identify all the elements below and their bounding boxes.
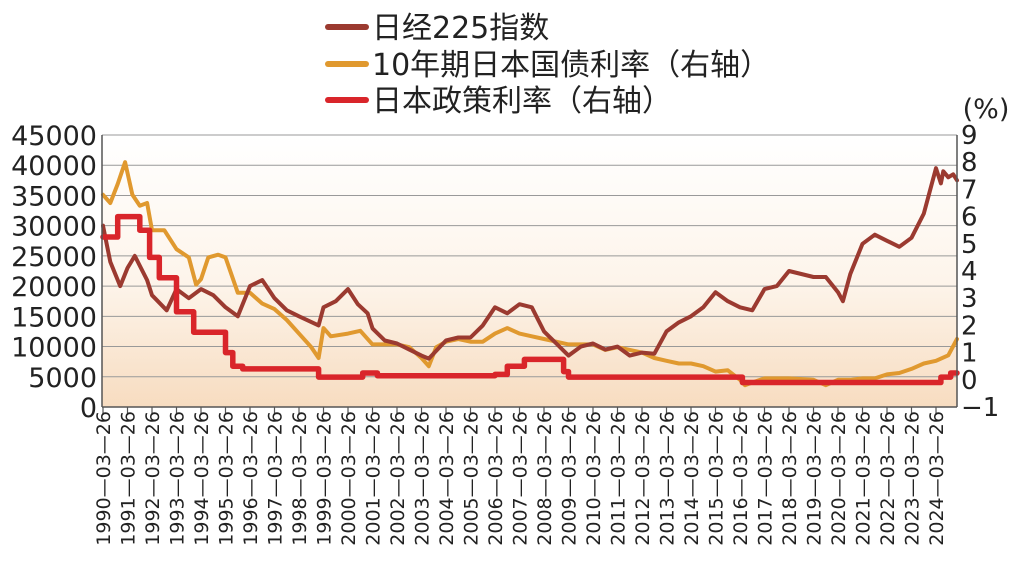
right-tick-label: 1 <box>961 339 978 369</box>
x-tick-label: 2018—03—26 <box>779 411 801 546</box>
x-tick-label: 2005—03—26 <box>461 411 483 546</box>
legend-label-policy-rate: 日本政策利率（右轴） <box>372 84 672 119</box>
x-tick-label: 2002—03—26 <box>387 411 409 546</box>
x-tick-label: 2000—03—26 <box>338 411 360 546</box>
left-tick-label: 30000 <box>11 212 97 243</box>
left-tick-label: 35000 <box>11 181 97 212</box>
x-tick-label: 1999—03—26 <box>314 411 336 546</box>
left-tick-label: 0 <box>80 393 97 424</box>
x-tick-label: 1998—03—26 <box>289 411 311 546</box>
left-tick-label: 45000 <box>11 121 97 152</box>
right-tick-label: 2 <box>961 311 978 341</box>
x-tick-label: 2010—03—26 <box>583 411 605 546</box>
left-tick-label: 10000 <box>11 333 97 364</box>
x-tick-label: 2007—03—26 <box>510 411 532 546</box>
x-tick-label: 1992—03—26 <box>142 411 164 546</box>
x-tick-label: 2021—03—26 <box>853 411 875 546</box>
left-axis: 0500010000150002000025000300003500040000… <box>11 121 103 424</box>
series-line-jgb10y <box>101 160 959 388</box>
right-tick-label: 8 <box>961 148 978 178</box>
x-axis: 1990—03—26 1991—03—26 1992—03—26 1993—03—26… <box>93 406 957 546</box>
legend: 日经225指数 10年期日本国债利率（右轴） 日本政策利率（右轴） <box>325 11 770 119</box>
right-tick-label: −1 <box>961 393 999 423</box>
right-tick-label: 4 <box>961 257 978 287</box>
legend-label-jgb10y: 10年期日本国债利率（右轴） <box>372 48 770 83</box>
x-tick-label: 2011—03—26 <box>608 411 630 546</box>
x-tick-label: 2009—03—26 <box>559 411 581 546</box>
gridlines <box>102 134 957 408</box>
left-tick-label: 40000 <box>11 151 97 182</box>
x-tick-label: 2022—03—26 <box>877 411 899 546</box>
x-tick-label: 2020—03—26 <box>828 411 850 546</box>
x-tick-label: 1991—03—26 <box>118 411 140 546</box>
x-tick-label: 1997—03—26 <box>265 411 287 546</box>
right-tick-label: 6 <box>961 203 978 233</box>
left-tick-label: 20000 <box>11 272 97 303</box>
series-line-nikkei <box>101 166 959 361</box>
x-tick-label: 2017—03—26 <box>755 411 777 546</box>
series-lines <box>100 160 960 388</box>
x-tick-label: 2015—03—26 <box>706 411 728 546</box>
left-tick-label: 5000 <box>28 363 97 394</box>
right-axis-unit-label: (%) <box>963 94 1010 125</box>
x-tick-label: 2006—03—26 <box>485 411 507 546</box>
x-tick-label: 2004—03—26 <box>436 411 458 546</box>
x-tick-label: 2003—03—26 <box>412 411 434 546</box>
left-tick-label: 25000 <box>11 242 97 273</box>
x-tick-label: 1996—03—26 <box>240 411 262 546</box>
x-tick-label: 2016—03—26 <box>730 411 752 546</box>
x-tick-label: 2008—03—26 <box>534 411 556 546</box>
x-tick-label: 1993—03—26 <box>167 411 189 546</box>
x-tick-label: 2013—03—26 <box>657 411 679 546</box>
x-tick-label: 2012—03—26 <box>632 411 654 546</box>
legend-label-nikkei: 日经225指数 <box>372 11 549 46</box>
x-tick-label: 1995—03—26 <box>216 411 238 546</box>
x-tick-label: 2014—03—26 <box>681 411 703 546</box>
x-tick-label: 1990—03—26 <box>93 411 115 546</box>
right-tick-label: 5 <box>961 230 978 260</box>
series-line-policy-rate <box>100 213 960 386</box>
x-tick-label: 2001—03—26 <box>363 411 385 546</box>
right-tick-label: 0 <box>961 366 978 396</box>
x-tick-label: 2024—03—26 <box>926 411 948 546</box>
right-tick-label: 3 <box>961 284 978 314</box>
x-tick-label: 2019—03—26 <box>804 411 826 546</box>
right-tick-label: 7 <box>961 175 978 205</box>
x-tick-label: 1994—03—26 <box>191 411 213 546</box>
left-tick-label: 15000 <box>11 302 97 333</box>
right-tick-label: 9 <box>961 121 978 151</box>
x-tick-label: 2023—03—26 <box>902 411 924 546</box>
